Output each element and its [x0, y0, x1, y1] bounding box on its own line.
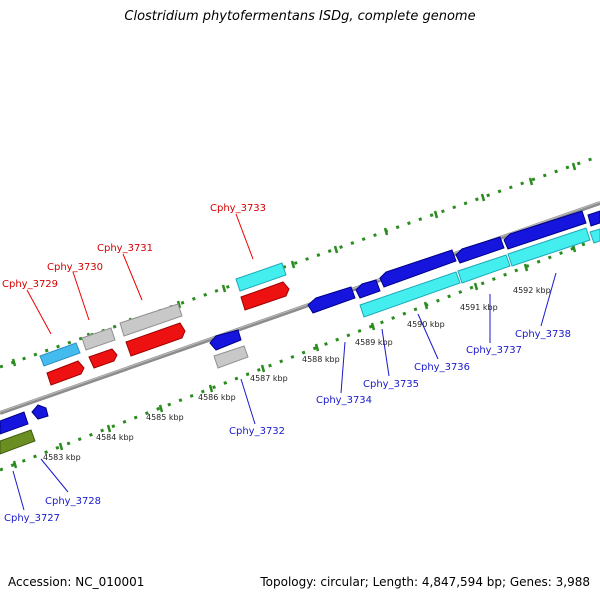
gene-label-cphy-3738[interactable]: Cphy_3738 [515, 329, 571, 340]
gene-edge-cyan-feature[interactable] [589, 228, 600, 244]
gene-cphy-3738-feature[interactable] [507, 227, 591, 267]
gene-label-cphy-3735[interactable]: Cphy_3735 [363, 379, 419, 390]
scale-label: 4589 kbp [355, 338, 393, 347]
gene-cphy-3728-feature[interactable] [31, 404, 49, 420]
gene-label-cphy-3728[interactable]: Cphy_3728 [45, 496, 101, 507]
scale-label: 4583 kbp [43, 453, 81, 462]
accession-label: Accession: NC_010001 [8, 575, 145, 589]
gene-cphy-3732-blue-feature[interactable] [209, 329, 242, 351]
gene-cphy-3732-feature[interactable] [213, 345, 249, 369]
gene-cphy-3735-blue-feature[interactable] [355, 279, 381, 299]
gene-cphy-3733-feature[interactable] [235, 262, 287, 292]
gene-cphy-3729-feature[interactable] [39, 342, 81, 367]
scale-label: 4584 kbp [96, 433, 134, 442]
gene-cphy-3727-feature[interactable] [0, 429, 36, 455]
gene-cphy-3731-red-feature[interactable] [125, 322, 186, 357]
gene-label-cphy-3736[interactable]: Cphy_3736 [414, 362, 470, 373]
topology-label: Topology: circular; Length: 4,847,594 bp… [260, 575, 590, 589]
scale-label: 4590 kbp [407, 320, 445, 329]
scale-labels: 4583 kbp 4584 kbp 4585 kbp 4586 kbp 4587… [43, 286, 551, 462]
reverse-strand-features [0, 210, 600, 455]
reverse-track-ticks [12, 244, 577, 469]
gene-cphy-3735-feature[interactable] [359, 271, 461, 318]
forward-label-leaders [26, 213, 254, 335]
gene-cphy-3734-feature[interactable] [307, 286, 356, 314]
gene-label-cphy-3734[interactable]: Cphy_3734 [316, 395, 372, 406]
gene-cphy-3727-blue-feature[interactable] [0, 411, 29, 435]
forward-strand-features [39, 262, 290, 386]
scale-label: 4592 kbp [513, 286, 551, 295]
gene-cphy-3731-feature[interactable] [119, 303, 183, 337]
scale-label: 4591 kbp [460, 303, 498, 312]
scale-label: 4588 kbp [302, 355, 340, 364]
gene-cphy-3733-red-feature[interactable] [240, 281, 290, 311]
gene-cphy-3737-blue-feature[interactable] [455, 236, 505, 264]
gene-label-cphy-3731[interactable]: Cphy_3731 [97, 243, 153, 254]
gene-label-cphy-3737[interactable]: Cphy_3737 [466, 345, 522, 356]
gene-cphy-3730-red-feature[interactable] [88, 348, 118, 369]
gene-edge-blue-feature[interactable] [587, 210, 600, 227]
gene-label-cphy-3733[interactable]: Cphy_3733 [210, 203, 266, 214]
map-title: Clostridium phytofermentans ISDg, comple… [124, 9, 476, 24]
gene-label-cphy-3730[interactable]: Cphy_3730 [47, 262, 103, 273]
gene-cphy-3729-red-feature[interactable] [46, 360, 85, 386]
gene-label-cphy-3727[interactable]: Cphy_3727 [4, 513, 60, 524]
gene-label-cphy-3729[interactable]: Cphy_3729 [2, 279, 58, 290]
scale-label: 4586 kbp [198, 393, 236, 402]
forward-dotted-track [0, 154, 600, 369]
forward-gene-labels: Cphy_3729 Cphy_3730 Cphy_3731 Cphy_3733 [2, 203, 266, 290]
reverse-gene-labels: Cphy_3727 Cphy_3728 Cphy_3732 Cphy_3734 … [4, 329, 571, 524]
gene-cphy-3738-blue-feature[interactable] [503, 210, 587, 250]
gene-cphy-3736-blue-feature[interactable] [379, 249, 457, 288]
gene-label-cphy-3732[interactable]: Cphy_3732 [229, 426, 285, 437]
reverse-label-leaders [12, 272, 557, 511]
scale-label: 4585 kbp [146, 413, 184, 422]
gene-cphy-3737-feature[interactable] [457, 254, 511, 284]
gene-cphy-3730-feature[interactable] [81, 327, 116, 351]
scale-label: 4587 kbp [250, 374, 288, 383]
